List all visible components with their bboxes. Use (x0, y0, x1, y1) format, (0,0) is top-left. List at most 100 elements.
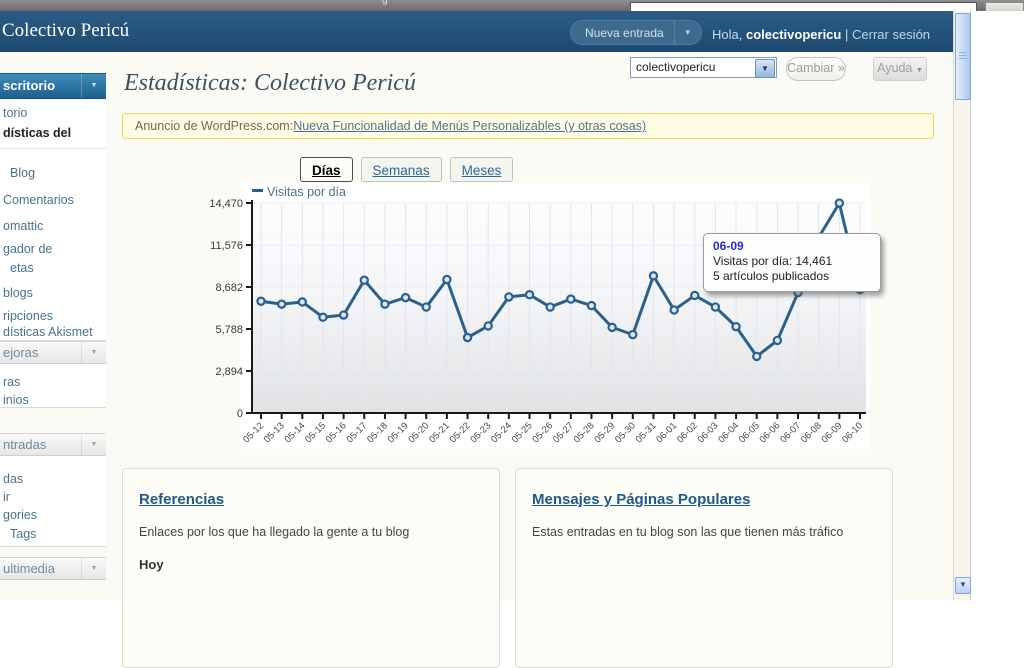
vertical-scrollbar[interactable]: ▼ (953, 11, 971, 600)
select-arrow-icon[interactable]: ▼ (755, 59, 775, 78)
blog-select-value: colectivopericu (636, 60, 716, 74)
scroll-down-button[interactable]: ▼ (955, 577, 971, 594)
y-tick-label: 5,788 (215, 324, 243, 336)
data-point-05-26[interactable] (545, 302, 555, 312)
chevron-down-icon[interactable]: ▼ (81, 342, 106, 363)
logout-link[interactable]: Cerrar sesión (852, 27, 931, 42)
tooltip-date: 06-09 (713, 239, 744, 253)
chevron-down-icon[interactable]: ▼ (81, 558, 106, 579)
data-point-05-12[interactable] (256, 296, 266, 306)
y-tick-label: 2,894 (215, 366, 243, 378)
sidebar-section-label: ejoras (3, 345, 39, 360)
referrers-panel: Referencias Enlaces por los que ha llega… (122, 468, 500, 668)
chevron-down-icon[interactable]: ▼ (81, 434, 106, 455)
data-point-05-13[interactable] (276, 299, 287, 309)
stats-period-tabs: Días Semanas Meses (300, 157, 514, 182)
data-point-05-18[interactable] (380, 299, 390, 309)
chevron-down-icon[interactable]: ▼ (673, 21, 701, 44)
data-point-05-21[interactable] (442, 274, 452, 285)
data-point-05-22[interactable] (462, 332, 473, 343)
data-point-05-25[interactable] (524, 290, 535, 300)
data-point-06-06[interactable] (772, 335, 783, 346)
data-point-05-27[interactable] (566, 294, 576, 304)
data-point-06-04[interactable] (731, 321, 741, 332)
chart-tooltip: 06-09 Visitas por día: 14,461 5 artículo… (703, 233, 881, 292)
browser-url-input[interactable] (630, 2, 977, 11)
change-blog-button[interactable]: Cambiar » (786, 57, 846, 81)
help-button[interactable]: Ayuda ▼ (873, 57, 927, 81)
sidebar-submenu-mejoras (0, 364, 106, 408)
data-point-05-17[interactable] (359, 275, 369, 285)
sidebar-section-multimedia[interactable]: ultimedia ▼ (0, 557, 106, 580)
data-point-05-20[interactable] (421, 302, 431, 312)
notice-link[interactable]: Nueva Funcionalidad de Menús Personaliza… (293, 119, 647, 133)
new-post-label: Nueva entrada (585, 25, 664, 40)
sidebar-section-mejoras[interactable]: ejoras ▼ (0, 341, 106, 364)
sidebar-item-blogs[interactable]: blogs (3, 286, 33, 300)
data-point-05-31[interactable] (648, 271, 659, 281)
blog-select[interactable]: colectivopericu ▼ (630, 57, 777, 78)
data-point-05-29[interactable] (607, 322, 617, 333)
data-point-06-05[interactable] (752, 351, 762, 362)
divider: | (844, 27, 849, 42)
data-point-05-30[interactable] (628, 329, 638, 340)
sidebar-item-d-sticas-del[interactable]: dísticas del (3, 126, 72, 140)
data-point-06-09[interactable] (834, 198, 845, 208)
top-posts-panel: Mensajes y Páginas Populares Estas entra… (515, 468, 893, 668)
sidebar-item-blog[interactable]: Blog (10, 166, 36, 180)
sidebar-item-comentarios[interactable]: Comentarios (3, 193, 74, 207)
data-point-05-28[interactable] (586, 300, 597, 311)
data-point-06-03[interactable] (710, 302, 721, 312)
new-post-button[interactable]: Nueva entrada ▼ (570, 20, 702, 45)
data-point-05-15[interactable] (318, 312, 328, 322)
top-posts-title[interactable]: Mensajes y Páginas Populares (532, 491, 751, 508)
scrollbar-grip (959, 52, 967, 60)
tooltip-posts: 5 artículos publicados (713, 269, 830, 283)
sidebar-item-tags[interactable]: Tags (10, 527, 37, 541)
legend-marker (252, 189, 263, 192)
sidebar-item-gories[interactable]: gories (3, 508, 38, 522)
tab-semanas[interactable]: Semanas (360, 157, 442, 182)
sidebar-section-label: scritorio (3, 78, 56, 93)
data-point-06-01[interactable] (669, 305, 679, 315)
sidebar-item-d-sticas-akismet[interactable]: dísticas Akismet (3, 325, 93, 339)
visits-chart[interactable]: 0 2,894 5,788 8,682 11,576 14,470 05-12 05-13 05… (190, 183, 881, 449)
data-point-05-14[interactable] (297, 297, 308, 307)
sidebar-item-torio[interactable]: torio (3, 106, 28, 120)
clipped-text-fragment: g (382, 0, 388, 6)
site-title: Colectivo Pericú (2, 20, 130, 41)
sidebar-item-inios[interactable]: inios (3, 393, 29, 407)
sidebar-separator (0, 148, 106, 149)
sidebar-item-das[interactable]: das (3, 472, 24, 486)
chevron-down-icon[interactable]: ▼ (81, 74, 106, 98)
sidebar-item-omattic[interactable]: omattic (3, 219, 44, 233)
desktop-background (971, 11, 1024, 600)
admin-page: scritorio ▼ ejoras ▼ ntradas ▼ ultimedia… (0, 52, 953, 668)
data-point-05-16[interactable] (338, 310, 349, 320)
sidebar-item-ras[interactable]: ras (3, 375, 21, 389)
sidebar-item-ripciones[interactable]: ripciones (3, 309, 54, 323)
data-point-06-02[interactable] (690, 290, 700, 301)
sidebar-item-ir[interactable]: ir (3, 490, 10, 504)
legend-label: Visitas por día (267, 185, 346, 199)
scrollbar-thumb[interactable] (955, 13, 971, 100)
sidebar-item-gador-de[interactable]: gador de (3, 242, 53, 256)
referrers-today-label: Hoy (139, 557, 164, 572)
sidebar-item-etas[interactable]: etas (10, 261, 34, 275)
sidebar-submenu-escritorio (0, 99, 106, 341)
sidebar-section-escritorio[interactable]: scritorio ▼ (0, 73, 106, 99)
tab-días[interactable]: Días (300, 157, 353, 182)
greeting-prefix: Hola, (712, 27, 743, 42)
user-greeting: Hola, colectivopericu | Cerrar sesión (712, 27, 930, 42)
tooltip-visits: Visitas por día: 14,461 (713, 254, 833, 268)
browser-toolbar-button[interactable] (985, 2, 1024, 11)
sidebar-section-entradas[interactable]: ntradas ▼ (0, 433, 106, 456)
admin-header-bar: Colectivo Pericú Nueva entrada ▼ Hola, c… (0, 11, 953, 52)
data-point-05-23[interactable] (483, 321, 493, 331)
username: colectivopericu (745, 27, 842, 42)
data-point-05-19[interactable] (400, 292, 411, 303)
data-point-05-24[interactable] (504, 292, 514, 302)
sidebar-section-label: ultimedia (3, 561, 56, 576)
tab-meses[interactable]: Meses (449, 157, 514, 182)
referrers-title[interactable]: Referencias (139, 491, 225, 508)
